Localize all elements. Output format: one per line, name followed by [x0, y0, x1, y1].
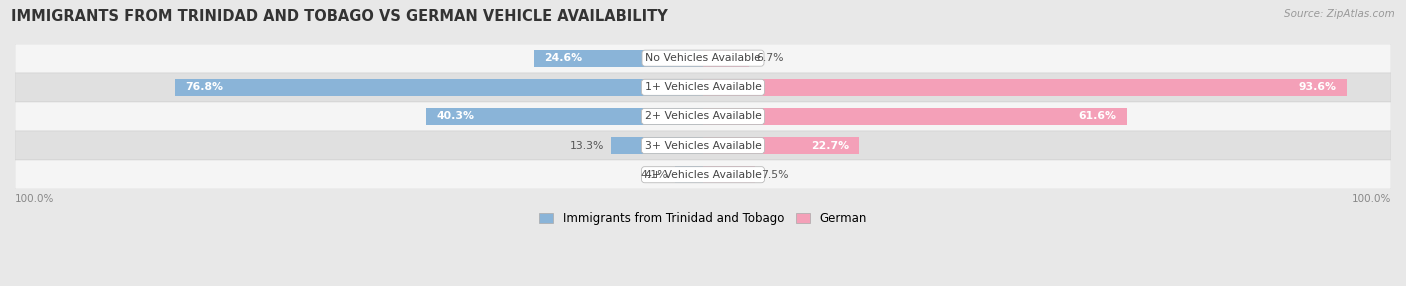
Text: 22.7%: 22.7%	[811, 141, 849, 150]
Text: 1+ Vehicles Available: 1+ Vehicles Available	[644, 82, 762, 92]
Bar	[534, 50, 703, 67]
Text: 13.3%: 13.3%	[571, 141, 605, 150]
Bar	[15, 160, 1391, 189]
Bar	[703, 108, 1126, 125]
Bar	[15, 131, 1391, 160]
Text: IMMIGRANTS FROM TRINIDAD AND TOBAGO VS GERMAN VEHICLE AVAILABILITY: IMMIGRANTS FROM TRINIDAD AND TOBAGO VS G…	[11, 9, 668, 23]
Bar	[703, 79, 1347, 96]
Bar	[703, 166, 755, 183]
Text: 24.6%: 24.6%	[544, 53, 582, 63]
Bar	[703, 137, 859, 154]
Bar	[426, 108, 703, 125]
Text: 61.6%: 61.6%	[1078, 112, 1116, 122]
Bar	[703, 50, 749, 67]
Text: 6.7%: 6.7%	[756, 53, 783, 63]
Text: 100.0%: 100.0%	[1351, 194, 1391, 204]
Text: 4+ Vehicles Available: 4+ Vehicles Available	[644, 170, 762, 180]
Legend: Immigrants from Trinidad and Tobago, German: Immigrants from Trinidad and Tobago, Ger…	[534, 208, 872, 230]
Bar	[15, 43, 1391, 73]
Bar	[612, 137, 703, 154]
Text: 100.0%: 100.0%	[15, 194, 55, 204]
Text: No Vehicles Available: No Vehicles Available	[645, 53, 761, 63]
Bar	[174, 79, 703, 96]
Text: 76.8%: 76.8%	[186, 82, 224, 92]
Text: 2+ Vehicles Available: 2+ Vehicles Available	[644, 112, 762, 122]
Text: 7.5%: 7.5%	[762, 170, 789, 180]
Bar	[675, 166, 703, 183]
Bar	[15, 102, 1391, 131]
Text: 4.1%: 4.1%	[640, 170, 668, 180]
Bar	[15, 73, 1391, 102]
Text: 3+ Vehicles Available: 3+ Vehicles Available	[644, 141, 762, 150]
Text: 40.3%: 40.3%	[436, 112, 474, 122]
Text: Source: ZipAtlas.com: Source: ZipAtlas.com	[1284, 9, 1395, 19]
Text: 93.6%: 93.6%	[1299, 82, 1337, 92]
